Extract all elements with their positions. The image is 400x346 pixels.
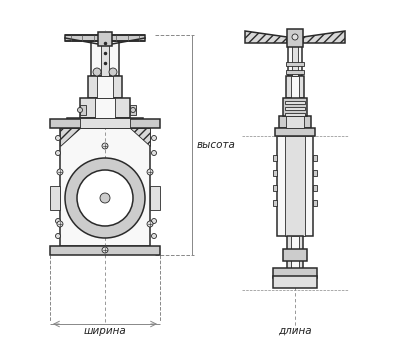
Bar bbox=[273, 155, 277, 161]
Bar bbox=[292, 41, 298, 76]
Bar bbox=[80, 105, 86, 115]
Circle shape bbox=[152, 234, 156, 238]
Polygon shape bbox=[60, 128, 80, 146]
Bar bbox=[50, 246, 160, 255]
Bar bbox=[273, 268, 317, 278]
Bar bbox=[313, 170, 317, 176]
Bar bbox=[313, 200, 317, 206]
Bar bbox=[285, 107, 305, 110]
Circle shape bbox=[152, 136, 156, 140]
Circle shape bbox=[152, 219, 156, 224]
Circle shape bbox=[100, 193, 110, 203]
Polygon shape bbox=[303, 31, 345, 43]
Circle shape bbox=[147, 169, 153, 175]
Bar bbox=[279, 116, 311, 128]
Polygon shape bbox=[130, 128, 150, 146]
Bar bbox=[65, 35, 145, 41]
Bar bbox=[286, 116, 304, 128]
Bar bbox=[97, 76, 113, 98]
Bar bbox=[291, 236, 299, 276]
Bar bbox=[101, 36, 109, 76]
Text: ширина: ширина bbox=[84, 326, 126, 336]
Circle shape bbox=[56, 234, 60, 238]
Bar bbox=[98, 32, 112, 46]
Circle shape bbox=[77, 170, 133, 226]
Polygon shape bbox=[245, 31, 287, 43]
Bar bbox=[283, 249, 307, 261]
Bar bbox=[80, 118, 130, 128]
Bar bbox=[286, 62, 304, 66]
Bar bbox=[50, 119, 160, 128]
Bar bbox=[150, 186, 160, 210]
Bar bbox=[273, 170, 277, 176]
Circle shape bbox=[56, 151, 60, 155]
Bar bbox=[287, 236, 303, 276]
Bar bbox=[291, 76, 299, 98]
Circle shape bbox=[57, 169, 63, 175]
Bar bbox=[283, 98, 307, 116]
Bar bbox=[95, 98, 115, 118]
Bar bbox=[80, 98, 130, 118]
Text: высота: высота bbox=[197, 140, 236, 150]
Circle shape bbox=[93, 68, 101, 76]
Bar bbox=[91, 41, 119, 76]
Bar bbox=[313, 185, 317, 191]
Bar bbox=[275, 128, 315, 136]
Circle shape bbox=[56, 136, 60, 140]
Bar bbox=[313, 155, 317, 161]
Bar bbox=[130, 105, 136, 115]
Text: длина: длина bbox=[278, 326, 312, 336]
Bar bbox=[50, 186, 60, 210]
Circle shape bbox=[56, 219, 60, 224]
Circle shape bbox=[152, 151, 156, 155]
Circle shape bbox=[102, 247, 108, 253]
Circle shape bbox=[147, 221, 153, 227]
Bar bbox=[287, 29, 303, 47]
Bar bbox=[285, 136, 305, 236]
Circle shape bbox=[102, 143, 108, 149]
Circle shape bbox=[78, 108, 82, 112]
Bar bbox=[285, 113, 305, 116]
Bar bbox=[88, 76, 122, 98]
Bar bbox=[60, 128, 150, 246]
Circle shape bbox=[57, 221, 63, 227]
Bar bbox=[288, 41, 302, 76]
Bar bbox=[67, 118, 143, 128]
Circle shape bbox=[109, 68, 117, 76]
Bar bbox=[285, 101, 305, 104]
Bar bbox=[277, 136, 313, 236]
Circle shape bbox=[65, 158, 145, 238]
Bar bbox=[273, 185, 277, 191]
Bar bbox=[273, 200, 277, 206]
Circle shape bbox=[292, 34, 298, 40]
Bar bbox=[273, 276, 317, 288]
Bar bbox=[286, 70, 304, 74]
Bar bbox=[286, 76, 304, 98]
Circle shape bbox=[130, 108, 136, 112]
